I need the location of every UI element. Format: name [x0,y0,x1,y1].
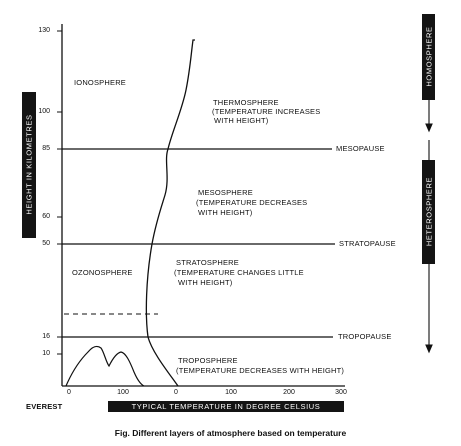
figure-caption: Fig. Different layers of atmosphere base… [114,428,347,438]
stratosphere-note: (TEMPERATURE CHANGES LITTLE [174,268,304,277]
x-tick-label: 100 [225,389,237,396]
mesosphere-note: WITH HEIGHT) [198,208,253,217]
temperature-profile-curve [145,39,195,387]
ionosphere-label: IONOSPHERE [74,78,127,87]
thermosphere-note: WITH HEIGHT) [214,116,269,125]
y-axis-label: HEIGHT IN KILOMETRES [22,92,36,238]
x-tick-label: 0 [174,389,178,396]
y-tick-label: 100 [38,108,50,115]
heterosphere-label: HETEROSPHERE [422,160,435,264]
y-tick-marks [57,30,62,355]
ozonosphere-label: OZONOSPHERE [72,268,133,277]
x-tick-label: 200 [283,389,295,396]
thermosphere-label: THERMOSPHERE [213,98,279,107]
stratosphere-label: STRATOSPHERE [176,258,239,267]
x-tick-label: 300 [335,389,347,396]
everest-mountain [65,345,145,387]
y-tick-label: 60 [42,213,50,220]
y-tick-label: 85 [42,145,50,152]
homosphere-label: HOMOSPHERE [422,14,435,100]
thermosphere-note: (TEMPERATURE INCREASES [212,107,321,116]
y-tick-label: 10 [42,350,50,357]
mesopause-label: MESOPAUSE [336,144,385,153]
stratopause-label: STRATOPAUSE [339,239,396,248]
y-tick-label: 16 [42,333,50,340]
x-tick-label: 100 [117,389,129,396]
y-tick-label: 130 [38,27,50,34]
everest-label: EVEREST [26,402,63,411]
troposphere-note: (TEMPERATURE DECREASES WITH HEIGHT) [176,366,345,375]
x-axis-label: TYPICAL TEMPERATURE IN DEGREE CELSIUS [108,401,344,412]
stratosphere-note: WITH HEIGHT) [178,278,233,287]
tropopause-label: TROPOPAUSE [338,332,392,341]
y-tick-label: 50 [42,240,50,247]
troposphere-label: TROPOSPHERE [178,356,238,365]
mesosphere-label: MESOSPHERE [198,188,253,197]
mesosphere-note: (TEMPERATURE DECREASES [196,198,308,207]
x-tick-label: 0 [67,389,71,396]
